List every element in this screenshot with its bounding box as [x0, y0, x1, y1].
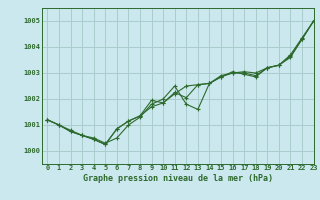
- X-axis label: Graphe pression niveau de la mer (hPa): Graphe pression niveau de la mer (hPa): [83, 174, 273, 183]
